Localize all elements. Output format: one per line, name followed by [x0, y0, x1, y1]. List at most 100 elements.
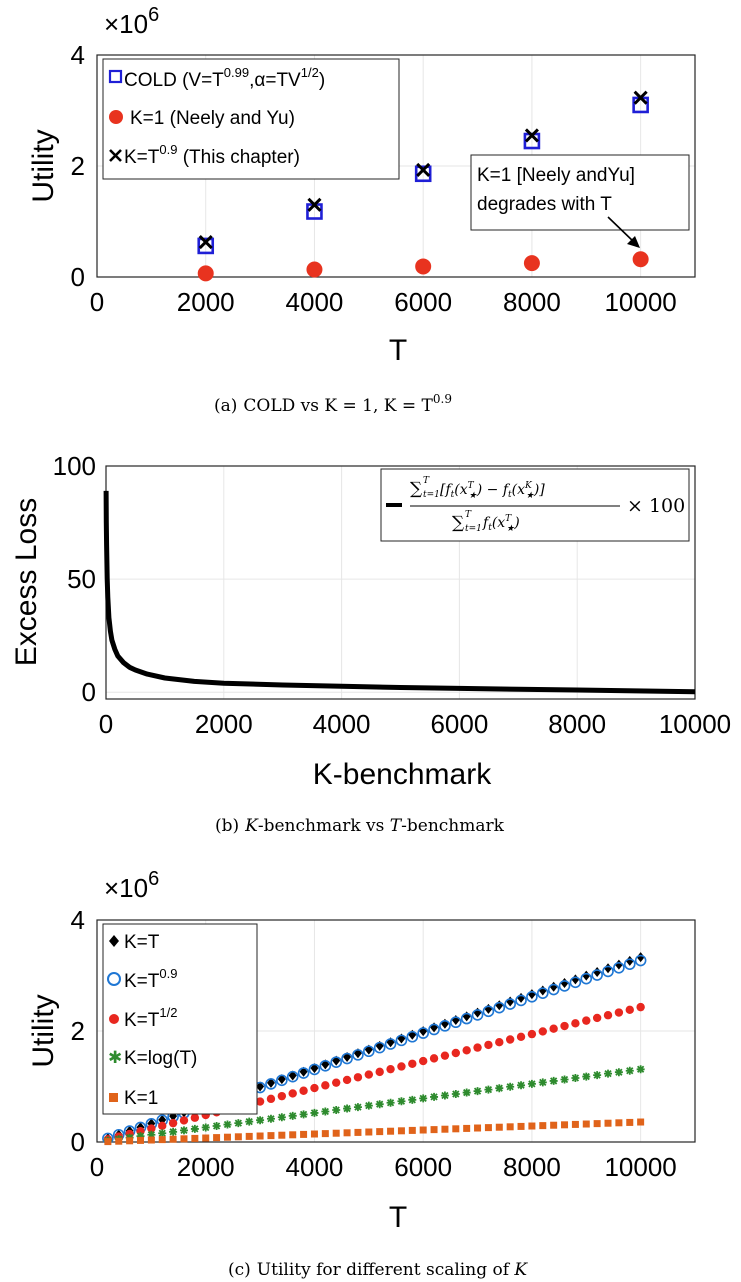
- panel-c-point: [376, 1128, 384, 1136]
- panel-c-point: [593, 1071, 602, 1080]
- panel-c-point: [397, 1097, 406, 1106]
- panel-c-point: [343, 1129, 351, 1137]
- panel-a-y-axis-label: Utility: [27, 129, 60, 202]
- panel-c-point: [158, 1121, 167, 1131]
- panel-c-point: [560, 978, 569, 989]
- panel-c-point: [451, 1090, 460, 1099]
- panel-c-point: [561, 1121, 569, 1129]
- panel-c-point: [636, 1065, 645, 1074]
- panel-c-point: [417, 1027, 429, 1039]
- panel-c-point: [441, 1125, 449, 1133]
- legend-entry-k1-c: K=1: [124, 1088, 158, 1109]
- panel-c-point: [614, 1008, 624, 1017]
- panel-c-point: [549, 981, 558, 992]
- panel-c-point: [308, 1063, 321, 1076]
- panel-c-point: [158, 1129, 167, 1138]
- legend-x-marker: [109, 149, 122, 162]
- panel-c-point: [538, 1078, 547, 1087]
- panel-c-point: [604, 963, 613, 974]
- panel-c-point: [625, 1066, 634, 1075]
- panel-c-point: [321, 1081, 330, 1090]
- panel-c-point: [332, 1106, 341, 1115]
- panel-b-legend-box: [380, 468, 690, 542]
- panel-c-point: [582, 1016, 591, 1025]
- formula-times-100: × 100: [627, 495, 685, 517]
- panel-c-point: [430, 1092, 439, 1101]
- panel-c-point: [299, 1110, 308, 1119]
- panel-c-point: [504, 998, 516, 1010]
- panel-c-x-tick-label: 0: [90, 1152, 104, 1182]
- panel-a-y-tick-label: 0: [71, 262, 85, 292]
- panel-c-point: [365, 1128, 373, 1136]
- panel-b-x-axis-label: K-benchmark: [313, 758, 492, 791]
- panel-c-point: [267, 1132, 275, 1140]
- panel-c-point: [473, 1007, 482, 1018]
- legend-square-marker: [108, 69, 123, 84]
- legend-circle-marker: [109, 110, 123, 124]
- panel-a-point-s2: [198, 234, 213, 250]
- panel-c-point: [408, 1126, 416, 1134]
- legend-diamond-marker: [109, 935, 119, 947]
- panel-c-point: [310, 1130, 318, 1138]
- panel-c-point: [471, 1009, 484, 1021]
- panel-c-point: [190, 1113, 200, 1122]
- panel-c-point: [387, 1127, 395, 1135]
- panel-c-point: [515, 994, 527, 1007]
- panel-c-point: [212, 1122, 221, 1130]
- legend-entry-kt: K=T: [124, 932, 160, 953]
- panel-c-multiplier: ×106: [104, 868, 159, 903]
- panel-c-point: [354, 1128, 362, 1136]
- panel-a-point-s2: [307, 197, 322, 212]
- panel-c-point: [484, 1003, 493, 1014]
- panel-b-legend: ∑ T t=1 [ft(xT ★) − ft(xK ★)] ∑ T t=1 ft(x…: [380, 468, 690, 542]
- panel-c-point: [636, 1002, 645, 1012]
- panel-c-point: [527, 989, 536, 1000]
- panel-c-point: [495, 1123, 503, 1131]
- panel-c-point: [255, 1097, 265, 1106]
- panel-c-point: [341, 1052, 353, 1065]
- panel-c-point: [136, 1132, 145, 1141]
- panel-c-point: [571, 974, 580, 985]
- panel-a-x-tick-label: 2000: [177, 287, 235, 317]
- panel-b-x-tick-label: 6000: [430, 709, 488, 739]
- panel-b-x-tick-label: 2000: [195, 709, 253, 739]
- panel-c-point: [180, 1135, 188, 1143]
- panel-c-point: [363, 1045, 375, 1058]
- panel-c-point: [528, 1122, 536, 1130]
- panel-c-point: [637, 1118, 645, 1126]
- legend-entry-k1: K=1 (Neely and Yu): [130, 108, 295, 129]
- panel-c-point: [256, 1132, 264, 1140]
- panel-c-series-4: [104, 1118, 645, 1146]
- formula-numerator: [ft(xT ★) − ft(xK ★)]: [440, 481, 545, 501]
- panel-c-point: [560, 1021, 569, 1031]
- panel-c-point: [319, 1059, 332, 1072]
- panel-a-point-s1: [523, 255, 540, 272]
- panel-a-axes-frame: [96, 54, 696, 278]
- panel-c-point: [397, 1062, 406, 1071]
- panel-a-multiplier: ×106: [104, 4, 159, 39]
- panel-c-point: [484, 1085, 493, 1094]
- panel-c-point: [517, 1122, 525, 1130]
- formula-denominator-sum: ∑: [452, 513, 464, 533]
- panel-a-point-s1: [415, 258, 432, 275]
- panel-a-x-tick-label: 6000: [394, 287, 452, 317]
- panel-c-point: [353, 1073, 363, 1082]
- panel-c-point: [473, 1087, 482, 1096]
- panel-b-y-tick-label: 50: [67, 564, 96, 594]
- panel-c-point: [482, 1005, 495, 1018]
- panel-c-point: [136, 1136, 144, 1144]
- panel-c-point: [147, 1136, 155, 1144]
- panel-c-point: [428, 1023, 440, 1036]
- panel-c-point: [615, 1119, 623, 1127]
- panel-c-point: [527, 1079, 536, 1088]
- panel-c-point: [364, 1101, 373, 1110]
- panel-c-point: [147, 1130, 156, 1139]
- panel-a-x-tick-label: 8000: [503, 287, 561, 317]
- panel-c-point: [265, 1078, 277, 1090]
- panel-c-point: [614, 1068, 623, 1077]
- panel-c-point: [266, 1077, 275, 1088]
- panel-c-point: [604, 1069, 613, 1078]
- panel-c-point: [147, 1124, 156, 1133]
- panel-c-point: [538, 1027, 547, 1036]
- panel-c-point: [538, 985, 547, 996]
